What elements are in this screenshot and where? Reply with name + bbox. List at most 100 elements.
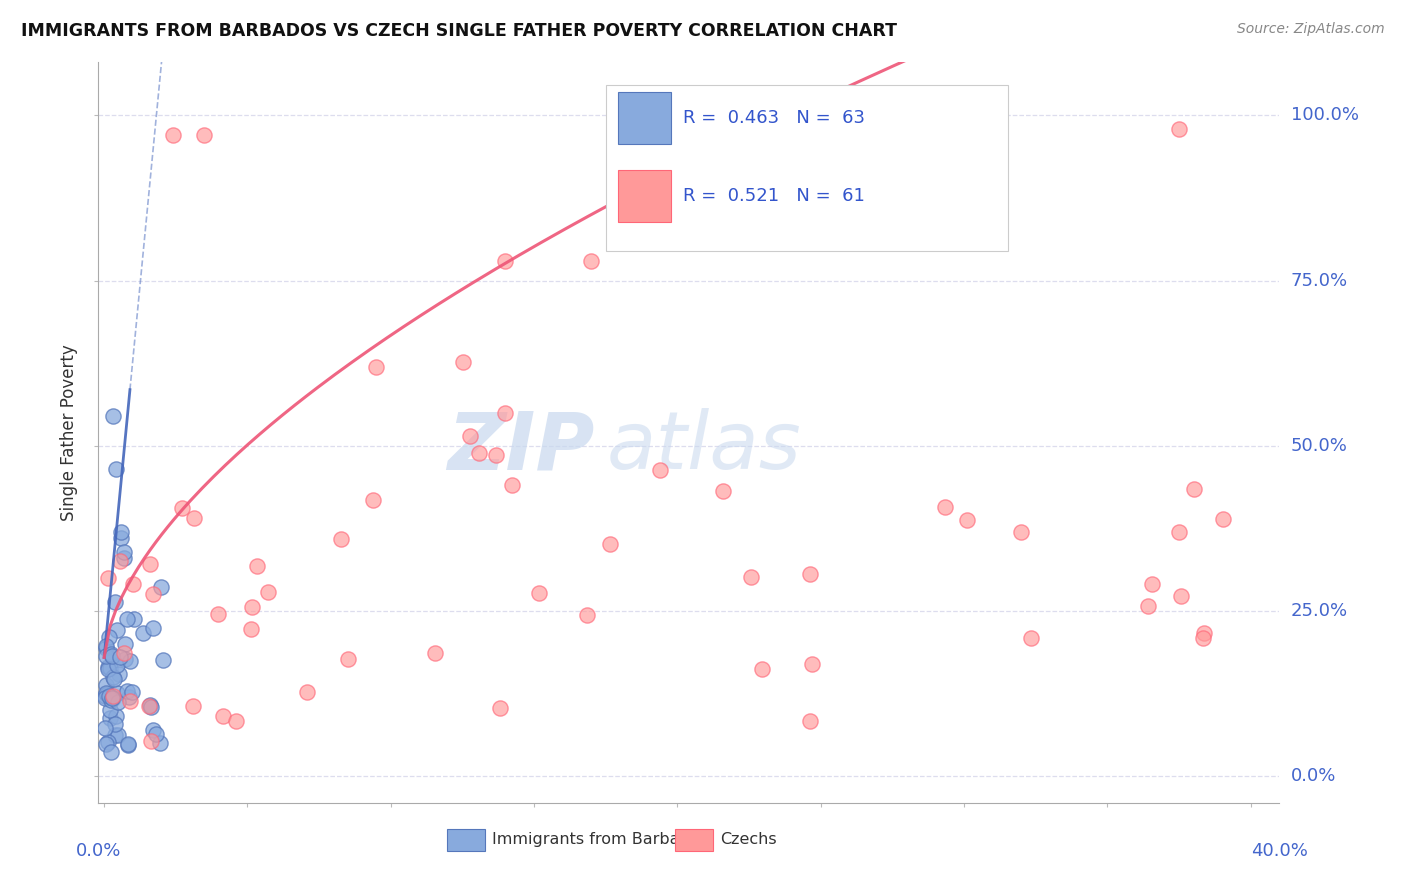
Point: [246, 559, 269, 574]
Point: [107, 728, 129, 742]
Point: [489, 701, 512, 715]
Point: [240, 599, 263, 614]
Point: [105, 623, 128, 637]
Point: [801, 657, 824, 671]
Point: [581, 253, 603, 268]
Point: [98, 689, 121, 703]
Point: [104, 728, 127, 742]
FancyBboxPatch shape: [619, 169, 671, 221]
Point: [145, 727, 167, 741]
Point: [94, 737, 117, 751]
Point: [495, 253, 517, 268]
Point: [1212, 511, 1234, 525]
Point: [108, 666, 131, 681]
Point: [1168, 121, 1191, 136]
Point: [1192, 632, 1215, 646]
Point: [94, 686, 117, 700]
Point: [112, 544, 135, 558]
Point: [529, 586, 551, 600]
Point: [112, 551, 135, 566]
Text: Immigrants from Barbados: Immigrants from Barbados: [492, 832, 707, 847]
Point: [257, 585, 280, 599]
Point: [458, 429, 481, 443]
Point: [1182, 482, 1205, 496]
Point: [98, 711, 121, 725]
Point: [103, 672, 125, 686]
Point: [98, 703, 121, 717]
Point: [799, 567, 821, 582]
FancyBboxPatch shape: [606, 85, 1008, 252]
Text: 75.0%: 75.0%: [1291, 271, 1348, 290]
Point: [172, 500, 194, 515]
Point: [105, 686, 128, 700]
Point: [122, 612, 145, 626]
Point: [94, 641, 117, 656]
Point: [297, 685, 319, 699]
Text: 0.0%: 0.0%: [1291, 767, 1336, 785]
Point: [162, 128, 184, 143]
Text: 40.0%: 40.0%: [1251, 842, 1308, 860]
Point: [97, 735, 120, 749]
Point: [104, 716, 127, 731]
Point: [495, 406, 517, 420]
Point: [141, 734, 163, 748]
Point: [110, 532, 132, 546]
Text: atlas: atlas: [606, 409, 801, 486]
Point: [211, 708, 233, 723]
Point: [485, 448, 508, 462]
Point: [142, 621, 165, 635]
Point: [193, 128, 215, 143]
Point: [114, 651, 136, 665]
Point: [118, 690, 141, 705]
Point: [336, 652, 359, 666]
Point: [117, 738, 139, 752]
Point: [149, 580, 172, 594]
FancyBboxPatch shape: [619, 92, 671, 144]
Point: [740, 570, 762, 584]
Point: [142, 586, 165, 600]
Point: [501, 478, 523, 492]
Point: [101, 671, 124, 685]
Point: [104, 594, 127, 608]
Point: [225, 714, 247, 728]
Point: [1140, 576, 1163, 591]
Point: [121, 685, 143, 699]
Point: [110, 524, 132, 539]
Point: [96, 687, 118, 701]
Point: [108, 650, 131, 665]
Point: [118, 694, 141, 708]
Point: [115, 612, 138, 626]
Point: [330, 532, 353, 546]
Point: [139, 557, 162, 571]
Point: [799, 714, 821, 728]
Point: [100, 648, 122, 662]
Point: [122, 577, 145, 591]
Point: [648, 463, 671, 477]
Point: [94, 677, 117, 691]
Point: [575, 607, 598, 622]
Point: [98, 661, 121, 675]
Text: 0.0%: 0.0%: [76, 842, 121, 860]
Point: [139, 698, 162, 712]
Point: [956, 513, 979, 527]
Point: [451, 355, 474, 369]
Point: [101, 649, 124, 664]
Point: [183, 511, 205, 525]
Point: [104, 462, 127, 476]
Point: [366, 359, 388, 374]
Point: [101, 690, 124, 704]
Point: [94, 648, 117, 663]
Text: Source: ZipAtlas.com: Source: ZipAtlas.com: [1237, 22, 1385, 37]
Point: [101, 691, 124, 706]
Point: [131, 626, 153, 640]
Point: [100, 745, 122, 759]
Point: [101, 409, 124, 423]
Text: ZIP: ZIP: [447, 409, 595, 486]
Point: [108, 553, 131, 567]
Point: [112, 646, 135, 660]
Point: [425, 646, 447, 660]
Text: 50.0%: 50.0%: [1291, 437, 1347, 455]
Point: [934, 500, 956, 514]
Text: R =  0.463   N =  63: R = 0.463 N = 63: [683, 109, 865, 127]
Point: [149, 736, 172, 750]
